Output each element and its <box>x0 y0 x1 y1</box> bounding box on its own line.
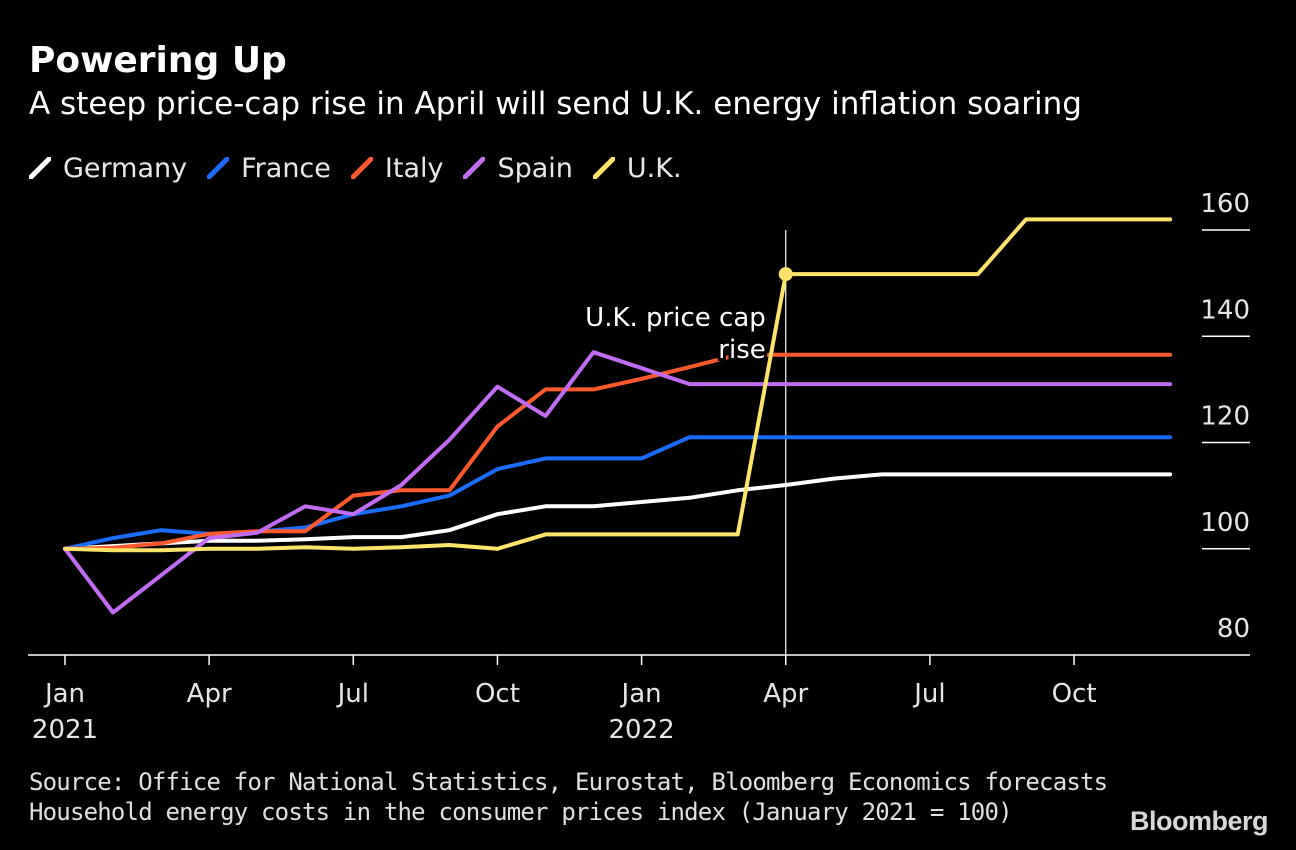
legend-label-spain: Spain <box>497 152 573 184</box>
legend-label-france: France <box>241 152 331 184</box>
x-tick-year-0: 2021 <box>32 715 98 745</box>
legend-label-uk: U.K. <box>626 152 682 184</box>
legend-swatch-france <box>207 157 230 179</box>
y-tick-label-4: 160 <box>1200 189 1250 219</box>
x-tick-label-3: Oct <box>475 679 520 709</box>
bloomberg-logo: Bloomberg <box>1129 806 1269 836</box>
x-tick-label-0: Jan <box>43 679 85 709</box>
annotation-marker <box>778 267 793 282</box>
annotation-label-line1: U.K. price cap <box>585 303 766 333</box>
legend-swatch-italy <box>350 157 373 179</box>
legend-swatch-spain <box>463 157 486 179</box>
legend-swatch-germany <box>29 157 51 179</box>
y-tick-label-1: 100 <box>1200 508 1250 538</box>
x-tick-label-7: Oct <box>1052 679 1097 709</box>
x-tick-year-4: 2022 <box>609 715 675 745</box>
y-tick-label-0: 80 <box>1217 614 1250 644</box>
legend-item-france: France <box>207 153 331 184</box>
legend-label-germany: Germany <box>63 152 188 184</box>
x-tick-label-2: Jul <box>336 679 369 709</box>
annotation-label-line2: rise <box>718 335 765 365</box>
legend-item-uk: U.K. <box>592 152 682 184</box>
series-line-spain <box>63 350 1173 615</box>
x-tick-label-5: Apr <box>763 679 808 709</box>
legend-item-spain: Spain <box>463 152 573 184</box>
legend-item-germany: Germany <box>29 153 187 184</box>
y-tick-label-3: 140 <box>1200 295 1250 325</box>
chart-subtitle: A steep price-cap rise in April will sen… <box>29 86 1082 122</box>
source-note: Source: Office for National Statistics, … <box>29 768 1108 796</box>
units-note: Household energy costs in the consumer p… <box>29 798 1013 826</box>
chart-title: Powering Up <box>29 40 287 81</box>
legend: Germany France Italy Spain U.K. <box>29 150 702 186</box>
legend-swatch-uk <box>592 157 615 179</box>
series-line-germany <box>63 472 1173 551</box>
x-tick-label-4: Jan <box>620 679 662 709</box>
legend-label-italy: Italy <box>384 152 444 184</box>
y-tick-label-2: 120 <box>1200 402 1250 432</box>
series-line-uk <box>63 217 1173 553</box>
series-line-italy <box>63 352 1173 551</box>
legend-item-italy: Italy <box>350 152 444 184</box>
x-tick-label-1: Apr <box>187 679 232 709</box>
x-tick-label-6: Jul <box>912 679 945 709</box>
